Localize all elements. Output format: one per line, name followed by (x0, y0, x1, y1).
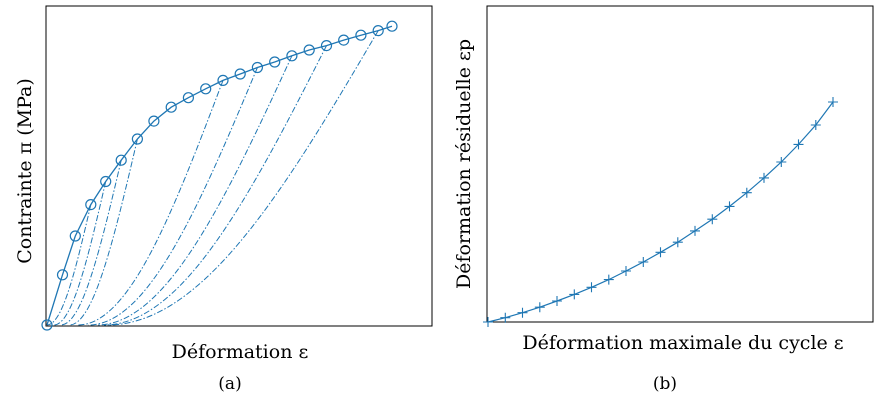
residual-strain-point (776, 157, 787, 167)
envelope-point (100, 175, 112, 188)
residual-strain-point (741, 187, 752, 198)
residual-strain-point (603, 274, 614, 285)
unloading-curve (53, 181, 107, 326)
envelope-point (200, 83, 212, 95)
envelope-point (131, 133, 143, 145)
residual-strain-point (672, 237, 683, 248)
envelope-point (115, 154, 127, 166)
envelope-point (355, 29, 367, 41)
unloading-curve (46, 204, 92, 326)
x-axis-label-b: Déformation maximale du cycle ε (522, 332, 843, 354)
envelope-point (69, 230, 81, 242)
residual-strain-point (638, 257, 649, 267)
residual-strain-point (621, 266, 631, 276)
envelope-point (251, 61, 263, 74)
unloading-curve (107, 30, 379, 326)
residual-strain-point (534, 302, 545, 313)
envelope-line (46, 25, 393, 326)
residual-strain-point (655, 247, 666, 258)
envelope-point (303, 44, 315, 56)
panel-label-a: (a) (218, 374, 241, 394)
unloading-curve (96, 55, 293, 326)
unloading-curves (46, 30, 379, 326)
panel-b: Déformation maximale du cycle ε Déformat… (453, 5, 874, 394)
panel-label-b: (b) (653, 374, 677, 394)
plot-frame-b (486, 5, 874, 323)
unloading-curve (69, 138, 138, 326)
envelope-point (269, 56, 281, 68)
envelope-point (372, 25, 384, 37)
residual-strain-point (707, 214, 718, 225)
envelope-point (182, 92, 194, 104)
residual-strain-point (724, 201, 735, 212)
residual-strain-series (483, 97, 838, 327)
residual-strain-line (487, 101, 834, 323)
residual-strain-point (500, 312, 511, 323)
residual-strain-point (569, 289, 580, 300)
residual-strain-point (517, 307, 528, 318)
residual-strain-point (586, 282, 597, 293)
x-axis-label-a: Déformation ε (172, 341, 309, 363)
unloading-curve (88, 67, 258, 326)
y-axis-label-a: Contrainte π (MPa) (14, 78, 36, 264)
envelope-curve (41, 20, 398, 331)
envelope-point (148, 115, 160, 127)
residual-strain-point (690, 225, 700, 236)
envelope-point (338, 34, 350, 46)
envelope-point (217, 74, 229, 87)
envelope-point (56, 269, 69, 281)
unloading-curve (77, 80, 224, 326)
y-axis-label-b: Déformation résiduelle εp (453, 39, 475, 289)
residual-strain-point (483, 317, 493, 327)
envelope-point (286, 50, 298, 62)
envelope-point (85, 199, 97, 211)
plot-frame-a (45, 5, 433, 327)
residual-strain-point (828, 97, 838, 107)
unloading-curve (60, 160, 122, 326)
envelope-point (165, 101, 177, 113)
residual-strain-point (552, 296, 562, 306)
envelope-point (41, 319, 53, 331)
envelope-point (386, 20, 398, 32)
residual-strain-point (759, 172, 769, 183)
residual-strain-point (810, 120, 821, 130)
panel-a: Déformation ε Contrainte π (MPa) (a) (14, 5, 433, 394)
unloading-curve (103, 45, 327, 326)
envelope-point (234, 68, 246, 80)
residual-strain-point (793, 139, 804, 150)
envelope-point (320, 39, 333, 52)
